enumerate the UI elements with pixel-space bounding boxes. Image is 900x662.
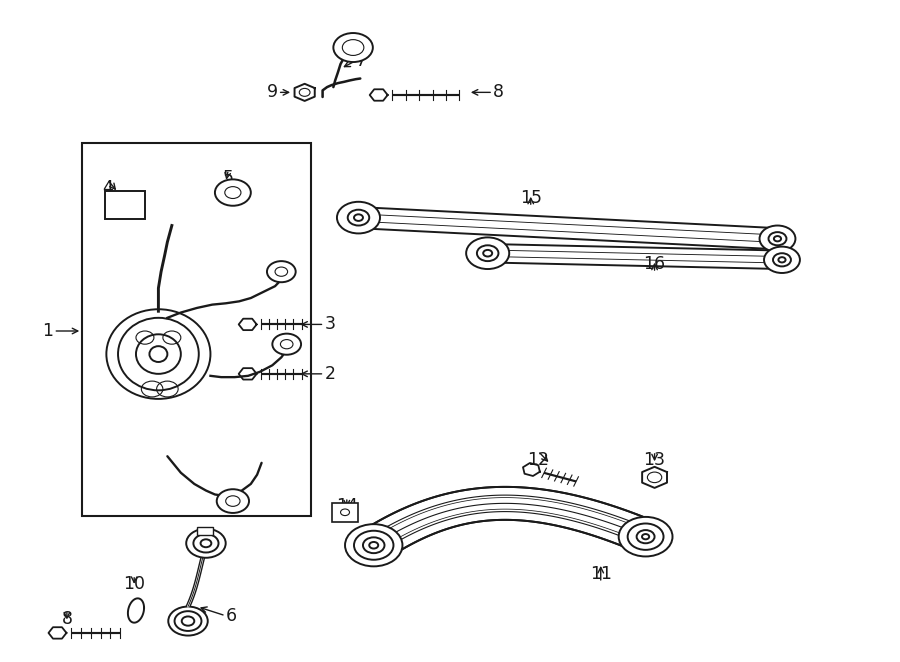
Text: 5: 5 (223, 169, 234, 187)
Polygon shape (49, 627, 67, 639)
Polygon shape (487, 244, 782, 269)
Text: 16: 16 (644, 255, 666, 273)
Ellipse shape (106, 309, 211, 399)
Circle shape (267, 261, 296, 282)
Text: 4: 4 (102, 179, 112, 197)
Text: 7: 7 (356, 52, 367, 70)
Circle shape (337, 202, 380, 234)
Text: 9: 9 (266, 83, 278, 101)
Text: 8: 8 (493, 83, 504, 101)
Text: 13: 13 (644, 451, 666, 469)
Circle shape (345, 524, 402, 567)
Text: 2: 2 (324, 365, 336, 383)
Circle shape (760, 226, 796, 252)
Text: 8: 8 (61, 610, 72, 628)
Ellipse shape (118, 318, 199, 391)
Bar (197, 528, 213, 536)
Circle shape (215, 179, 251, 206)
Polygon shape (642, 467, 667, 488)
Text: 15: 15 (520, 189, 542, 207)
Ellipse shape (136, 334, 181, 374)
Circle shape (273, 334, 302, 355)
Circle shape (466, 238, 509, 269)
Circle shape (186, 529, 226, 558)
Text: 3: 3 (324, 315, 336, 334)
Text: 6: 6 (226, 607, 237, 625)
Text: 11: 11 (590, 565, 612, 583)
Ellipse shape (149, 346, 167, 362)
Circle shape (333, 33, 373, 62)
Bar (82, 143, 310, 516)
Text: 10: 10 (123, 575, 145, 593)
FancyBboxPatch shape (105, 191, 145, 219)
Polygon shape (359, 487, 657, 557)
Circle shape (618, 517, 672, 557)
Polygon shape (294, 84, 315, 101)
Circle shape (764, 247, 800, 273)
Circle shape (168, 606, 208, 636)
Text: 12: 12 (526, 451, 549, 469)
Polygon shape (238, 368, 256, 379)
Polygon shape (523, 463, 540, 476)
FancyBboxPatch shape (332, 503, 357, 522)
Text: 14: 14 (336, 497, 358, 515)
Circle shape (217, 489, 249, 513)
Polygon shape (128, 598, 144, 623)
Text: 1: 1 (42, 322, 53, 340)
Polygon shape (370, 89, 388, 101)
Polygon shape (238, 318, 256, 330)
Polygon shape (357, 207, 778, 249)
